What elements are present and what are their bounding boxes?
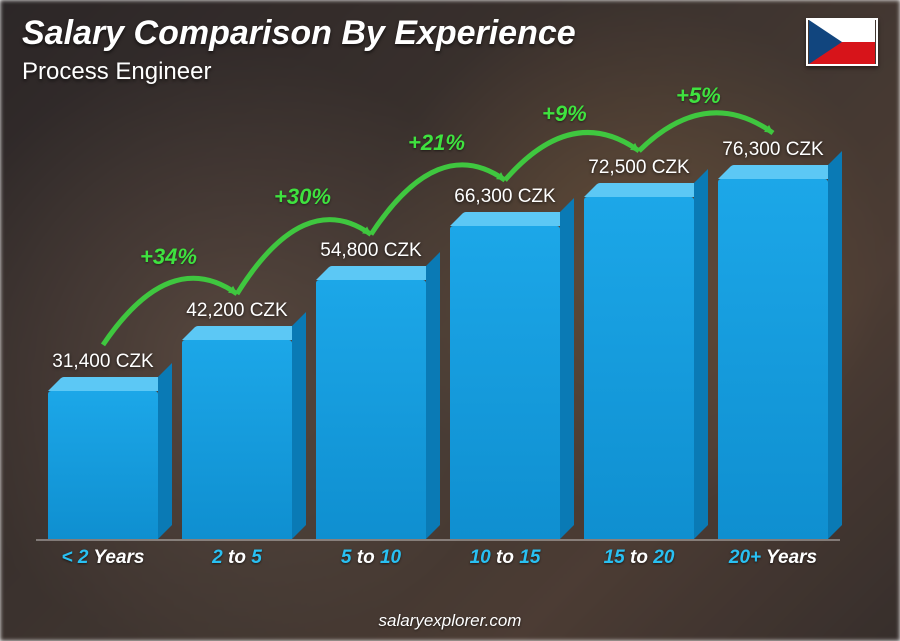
bar-chart: 31,400 CZK< 2 Years42,200 CZK2 to 554,80… <box>36 100 840 569</box>
growth-arc <box>36 100 840 600</box>
flag-icon <box>806 18 878 66</box>
footer-credit: salaryexplorer.com <box>0 611 900 631</box>
chart-title: Salary Comparison By Experience <box>22 14 576 53</box>
chart-subtitle: Process Engineer <box>22 58 211 86</box>
delta-label: +5% <box>676 83 721 109</box>
